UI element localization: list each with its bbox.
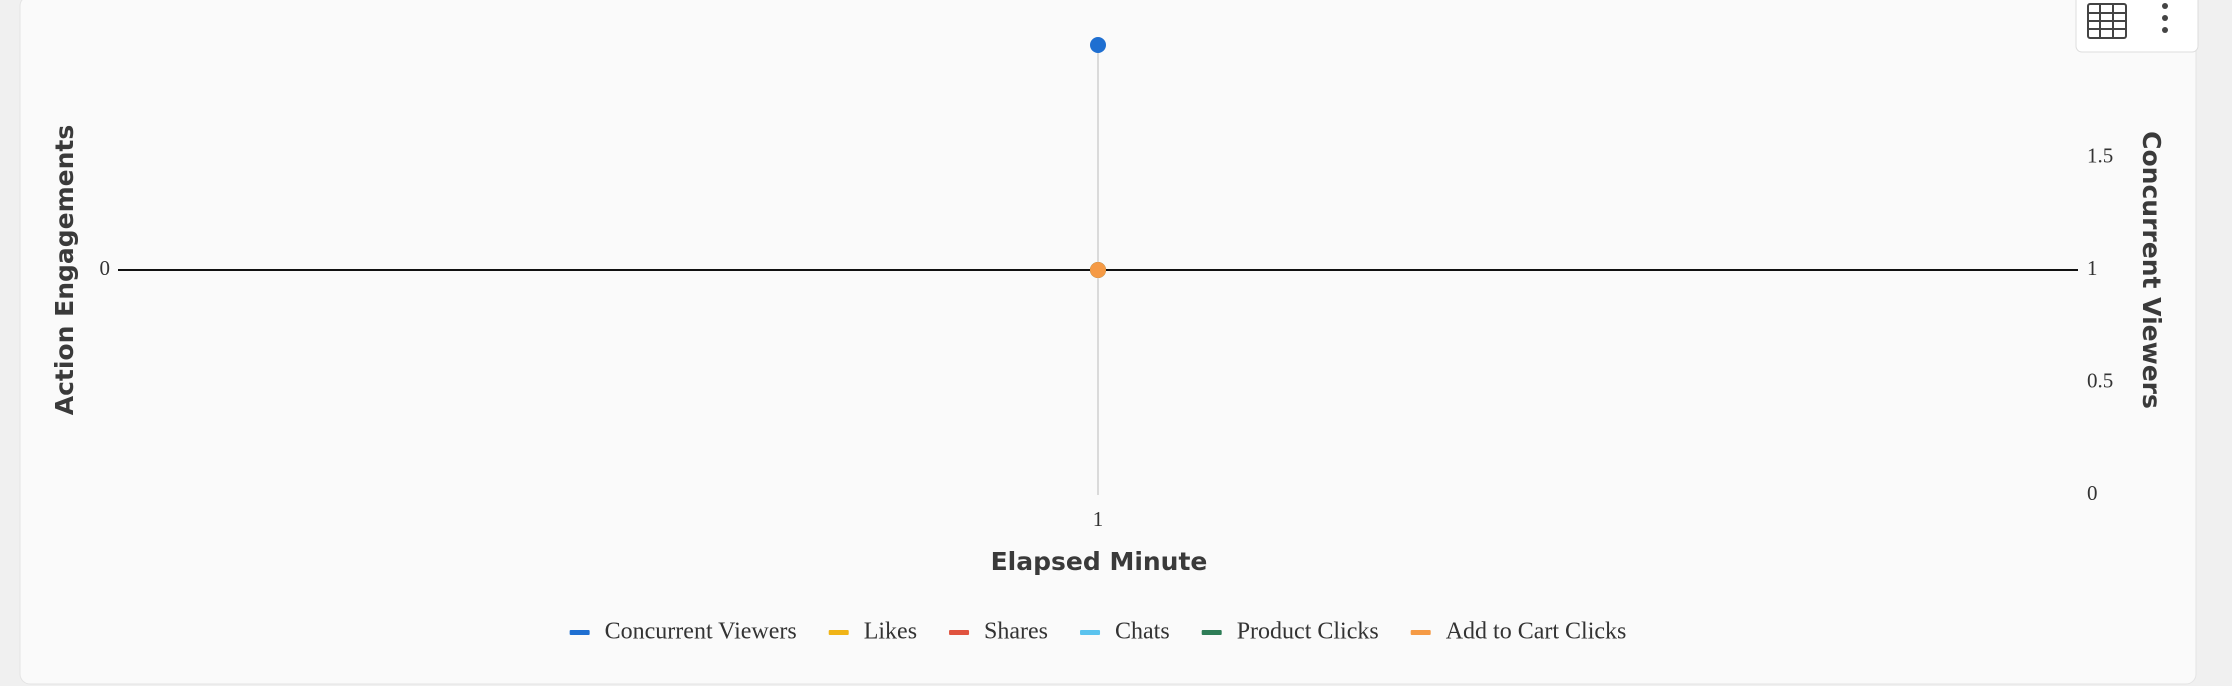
legend-item[interactable]: Shares xyxy=(949,619,1048,645)
toolbar xyxy=(2075,0,2199,53)
legend-swatch xyxy=(828,630,849,635)
legend-label: Chats xyxy=(1115,619,1170,645)
legend-label: Product Clicks xyxy=(1237,619,1379,645)
legend-label: Shares xyxy=(984,619,1048,645)
y2-tick-label: 0.5 xyxy=(2087,368,2113,392)
legend-swatch xyxy=(1201,630,1222,635)
legend-swatch xyxy=(569,630,590,635)
card xyxy=(19,0,2197,685)
y2-axis-title: Concurrent Viewers xyxy=(2137,131,2166,409)
legend-item[interactable]: Likes xyxy=(828,619,917,645)
menu-icon[interactable] xyxy=(2162,3,2168,33)
y-axis-title: Action Engagements xyxy=(50,125,79,416)
y2-tick-label: 1 xyxy=(2087,256,2098,280)
legend: Concurrent Viewers Likes Shares Chats Produc… xyxy=(569,619,1627,645)
legend-swatch xyxy=(1080,630,1101,635)
x-tick-label: 1 xyxy=(1093,507,1104,531)
toolbar-box xyxy=(2075,0,2199,53)
legend-swatch xyxy=(1410,630,1431,635)
legend-item[interactable]: Add to Cart Clicks xyxy=(1410,619,1627,645)
y-tick-label: 0 xyxy=(100,256,111,280)
legend-label: Likes xyxy=(864,619,917,645)
data-point xyxy=(1090,262,1106,278)
data-point xyxy=(1090,37,1106,53)
legend-label: Concurrent Viewers xyxy=(605,619,797,645)
x-axis-title: Elapsed Minute xyxy=(991,547,1208,576)
legend-item[interactable]: Concurrent Viewers xyxy=(569,619,797,645)
y2-tick-label: 0 xyxy=(2087,481,2098,505)
legend-label: Add to Cart Clicks xyxy=(1446,619,1627,645)
table-icon[interactable] xyxy=(2087,3,2127,39)
legend-item[interactable]: Chats xyxy=(1080,619,1170,645)
legend-item[interactable]: Product Clicks xyxy=(1201,619,1379,645)
y2-tick-label: 1.5 xyxy=(2087,143,2113,167)
legend-swatch xyxy=(949,630,970,635)
